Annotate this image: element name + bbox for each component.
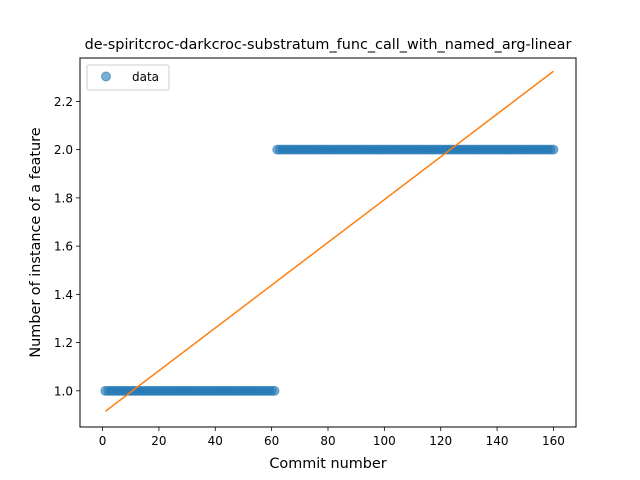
legend-label-data: data: [132, 70, 159, 84]
y-tick-label: 1.6: [54, 240, 73, 254]
x-axis-label: Commit number: [269, 456, 386, 472]
x-tick-label: 40: [208, 434, 223, 448]
x-tick-label: 100: [373, 434, 396, 448]
fit-line: [104, 70, 554, 412]
data-point: [548, 144, 559, 155]
x-tick-label: 80: [320, 434, 335, 448]
fit-line-layer: [104, 70, 554, 412]
plot-area: 0 20 40 60 80 100 120 140 160 1.0 1.2 1.4 1.6 1.8 2.0 2…: [54, 57, 577, 448]
legend-marker: [101, 71, 111, 82]
y-tick-label: 1.4: [54, 288, 73, 302]
y-tick-label: 1.0: [54, 384, 73, 398]
legend-box: [86, 64, 170, 91]
x-tick-label: 140: [486, 434, 509, 448]
x-tick-label: 160: [542, 434, 565, 448]
x-tick-label: 120: [429, 434, 452, 448]
x-tick-label: 20: [151, 434, 166, 448]
chart-title: de-spiritcroc-darkcroc-substratum_func_c…: [85, 37, 572, 53]
x-tick-label: 0: [99, 434, 107, 448]
x-tick-label: 60: [264, 434, 279, 448]
axis-ticks: 0 20 40 60 80 100 120 140 160 1.0 1.2 1.4 1.6 1.8 2.0 2…: [54, 95, 565, 448]
legend: data: [86, 64, 170, 91]
data-point: [269, 385, 280, 396]
y-tick-label: 1.2: [54, 336, 73, 350]
y-tick-label: 1.8: [54, 191, 73, 205]
data-points: [100, 144, 559, 396]
plot-frame: [79, 57, 577, 428]
y-tick-label: 2.0: [54, 143, 73, 157]
y-axis-label: Number of instance of a feature: [28, 127, 44, 357]
y-tick-label: 2.2: [54, 95, 73, 109]
